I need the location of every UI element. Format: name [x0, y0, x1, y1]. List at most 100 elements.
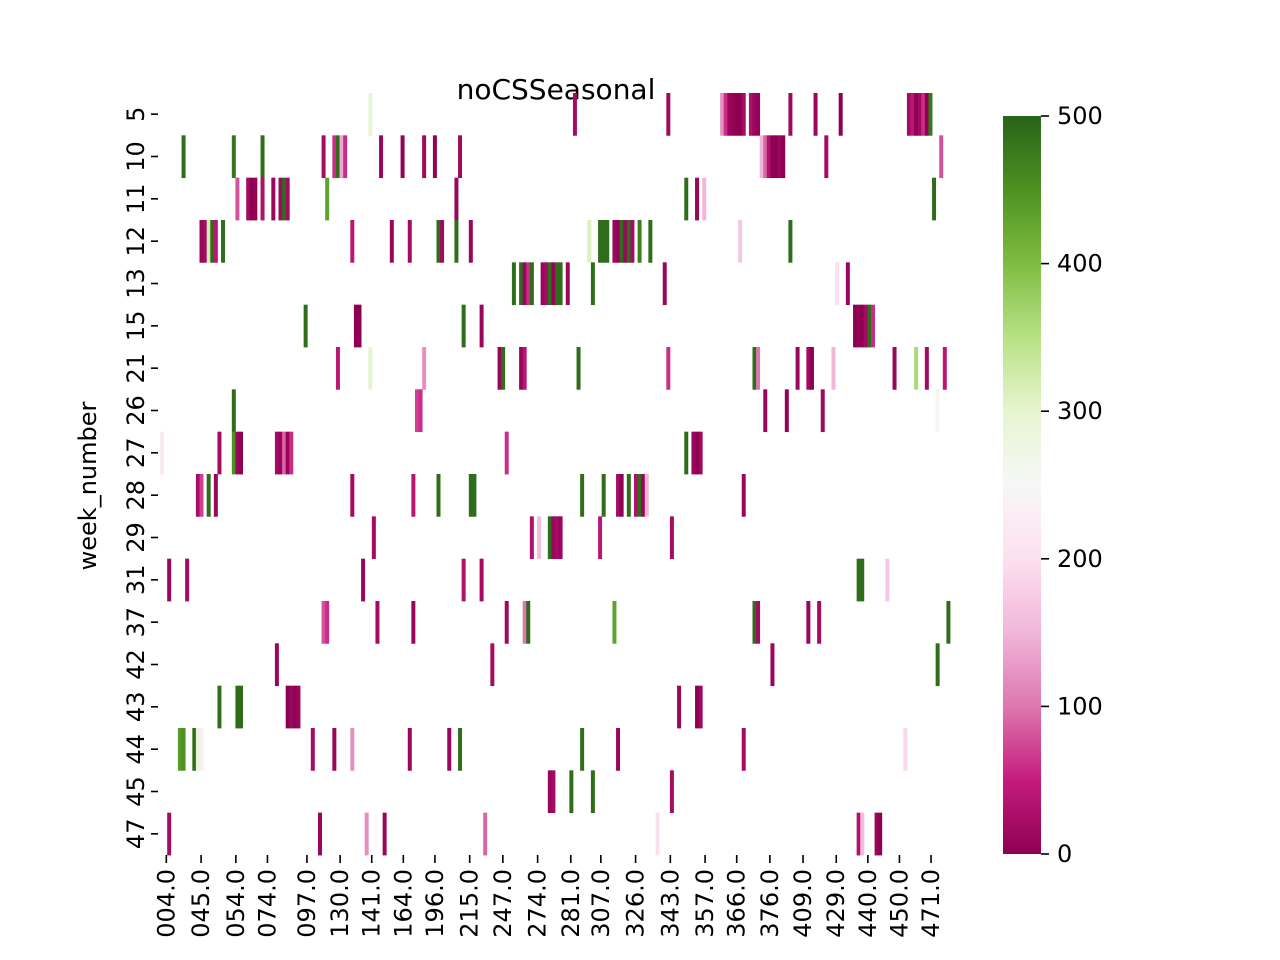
heatmap-cell — [684, 177, 689, 221]
heatmap-cell — [669, 770, 674, 814]
heatmap-cell — [292, 685, 297, 729]
heatmap-cell — [741, 728, 746, 771]
heatmap-cell — [763, 389, 768, 433]
y-tick-label: 10 — [122, 141, 150, 172]
heatmap-cell — [770, 643, 775, 687]
y-tick-label: 29 — [122, 522, 150, 553]
y-tick-label: 44 — [122, 734, 150, 765]
x-axis-ticks: 004.0 045.0 054.0 074.0 097.0 130.0 141.0 164.0… — [152, 855, 945, 938]
heatmap-cell — [910, 93, 915, 136]
heatmap-cell — [368, 93, 373, 136]
heatmap-cell — [461, 558, 466, 602]
y-tick-label: 26 — [122, 395, 150, 426]
heatmap-cell — [195, 474, 200, 517]
heatmap-cell — [325, 601, 330, 644]
colorbar-tick-label: 300 — [1057, 397, 1103, 425]
heatmap-cell — [271, 177, 276, 221]
heatmap-cell — [468, 220, 473, 263]
heatmap-cell — [738, 93, 743, 136]
heatmap-cell — [335, 347, 340, 390]
y-tick-label: 27 — [122, 438, 150, 469]
heatmap-cell — [246, 177, 251, 221]
heatmap-cell — [590, 262, 595, 306]
heatmap-cell — [389, 220, 394, 263]
x-tick-label: 130.0 — [326, 869, 354, 938]
heatmap-cell — [296, 685, 301, 729]
y-tick-label: 47 — [122, 819, 150, 850]
heatmap-cell — [339, 135, 344, 179]
heatmap-cell — [217, 685, 222, 729]
heatmap-cell — [932, 177, 937, 221]
heatmap-cell — [644, 474, 649, 517]
heatmap-cell — [867, 304, 872, 348]
heatmap-cell — [677, 685, 682, 729]
x-tick-label: 409.0 — [789, 869, 817, 938]
heatmap-cell — [199, 474, 204, 517]
heatmap-cell — [619, 474, 624, 517]
heatmap-cell — [231, 431, 236, 475]
heatmap-cell — [601, 474, 606, 517]
y-tick-label: 43 — [122, 692, 150, 723]
heatmap-cell — [253, 177, 258, 221]
heatmap-cell — [483, 812, 488, 856]
heatmap-cell — [576, 347, 581, 390]
x-tick-label: 471.0 — [917, 869, 945, 938]
heatmap-cell — [181, 135, 186, 179]
heatmap-cell — [845, 262, 850, 306]
heatmap-cell — [580, 474, 585, 517]
heatmap-cell — [350, 474, 355, 517]
heatmap-cell — [278, 177, 283, 221]
heatmap-cell — [160, 431, 164, 475]
heatmap-cell — [727, 93, 732, 136]
heatmap-cell — [407, 220, 412, 263]
heatmap-cell — [260, 177, 265, 221]
heatmap-cell — [741, 474, 746, 517]
heatmap-cell — [213, 220, 218, 263]
heatmap-cell — [526, 601, 531, 644]
heatmap-cell — [856, 558, 861, 602]
heatmap-cell — [504, 601, 509, 644]
heatmap-cell — [684, 431, 689, 475]
heatmap-cell — [479, 304, 484, 348]
heatmap-cell — [774, 135, 779, 179]
heatmap-cell — [447, 728, 452, 771]
heatmap-cell — [551, 516, 556, 560]
heatmap-cell — [555, 516, 559, 560]
x-tick-label: 429.0 — [822, 869, 850, 938]
x-tick-label: 074.0 — [253, 869, 281, 938]
x-tick-label: 004.0 — [152, 869, 180, 938]
heatmap-cell — [289, 685, 294, 729]
heatmap-cell — [436, 474, 441, 517]
heatmap-cell — [871, 304, 875, 348]
heatmap-cell — [723, 93, 728, 136]
heatmap-cell — [860, 304, 865, 348]
heatmap-cell — [278, 431, 283, 475]
heatmap-cell — [572, 93, 577, 136]
colorbar: 0 100 200 300 400 500 — [1003, 102, 1103, 868]
heatmap-cell — [795, 347, 800, 390]
heatmap-cell — [206, 220, 211, 263]
x-tick-label: 274.0 — [524, 869, 552, 938]
heatmap-cell — [332, 728, 337, 771]
heatmap-cell — [695, 685, 700, 729]
heatmap-cell — [350, 728, 355, 771]
heatmap-cell — [558, 516, 563, 560]
heatmap-cell — [440, 220, 445, 263]
heatmap-cell — [914, 93, 919, 136]
heatmap-cell — [587, 220, 592, 263]
x-tick-label: 440.0 — [854, 869, 882, 938]
x-tick-label: 307.0 — [587, 869, 615, 938]
heatmap-cell — [418, 389, 423, 433]
y-tick-label: 37 — [122, 607, 150, 638]
heatmap-cell — [357, 304, 362, 348]
heatmap-cell — [946, 601, 951, 644]
heatmap-cell — [555, 262, 559, 306]
heatmap-cell — [766, 135, 771, 179]
heatmap-cell — [634, 474, 638, 517]
heatmap-cell — [407, 728, 412, 771]
heatmap-cell — [210, 220, 215, 263]
heatmap-cell — [195, 728, 200, 771]
heatmap-cell — [734, 93, 739, 136]
heatmap-cell — [928, 93, 933, 136]
